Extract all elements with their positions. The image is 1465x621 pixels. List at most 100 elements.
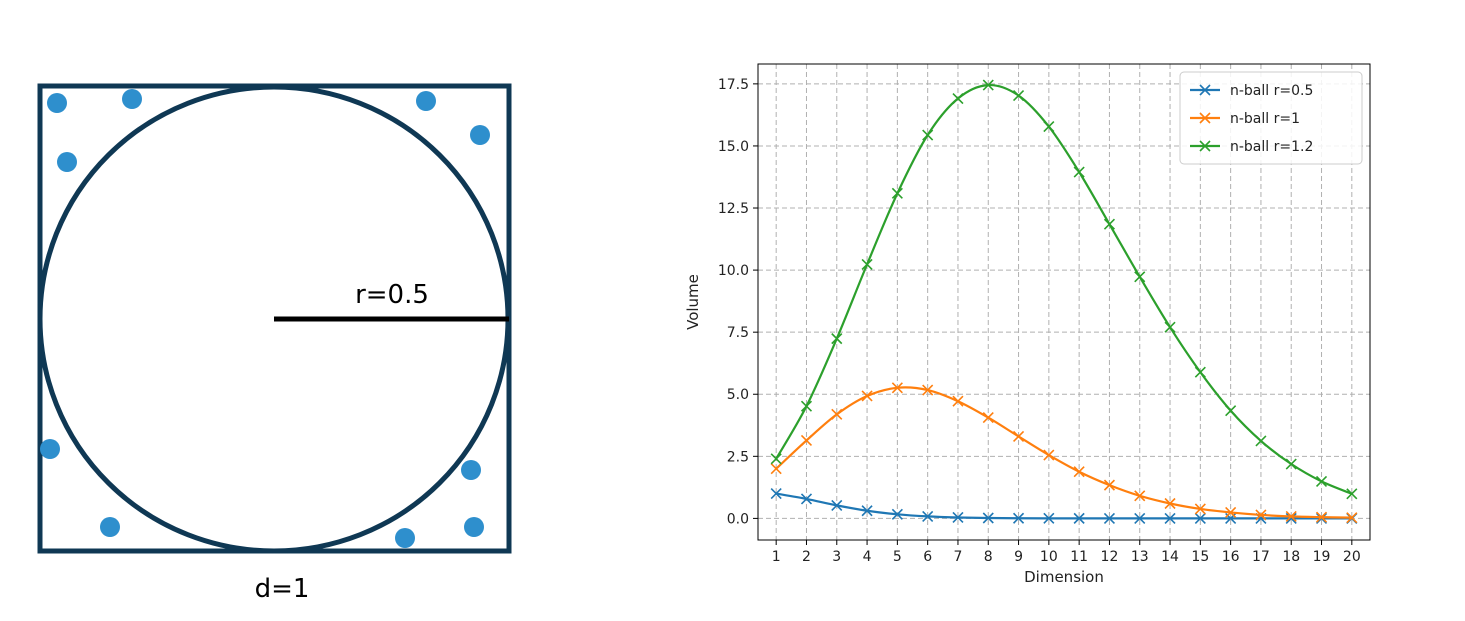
data-point-marker	[982, 512, 994, 524]
corner-point	[47, 93, 67, 113]
series-group	[770, 79, 1358, 500]
series-group	[770, 382, 1358, 524]
y-tick-label: 17.5	[718, 77, 749, 93]
corner-point	[416, 91, 436, 111]
data-point-marker	[1043, 512, 1055, 524]
x-tick-label: 2	[802, 549, 811, 565]
legend-box	[1179, 71, 1363, 165]
data-point-marker	[800, 493, 813, 505]
data-point-marker	[861, 390, 873, 402]
x-tick-label: 5	[893, 549, 902, 565]
data-point-marker	[1225, 405, 1237, 417]
legend-entry-label: n-ball r=0.5	[1230, 83, 1313, 99]
x-tick-label: 14	[1161, 549, 1179, 565]
x-tick-label: 8	[984, 549, 993, 565]
series	[770, 79, 1358, 524]
data-point-marker	[1164, 512, 1176, 524]
corner-point	[40, 439, 60, 459]
data-point-marker	[1199, 84, 1211, 96]
data-point-marker	[1225, 506, 1237, 519]
data-point-marker	[831, 499, 843, 511]
data-point-marker	[1103, 218, 1116, 230]
y-tick-label: 2.5	[727, 449, 749, 465]
y-tick-label: 5.0	[727, 387, 749, 403]
radius-label: r=0.5	[355, 280, 429, 310]
corner-point	[57, 152, 77, 172]
data-point-marker	[1285, 510, 1297, 522]
data-point-marker	[1012, 512, 1025, 524]
data-point-marker	[1194, 366, 1206, 378]
data-point-marker	[1134, 271, 1146, 283]
legend-entry-label: n-ball r=1	[1230, 111, 1300, 127]
data-point-marker	[1255, 435, 1267, 447]
data-point-marker	[1073, 512, 1085, 524]
x-tick-label: 10	[1040, 549, 1058, 565]
data-point-marker	[1285, 512, 1297, 524]
data-point-marker	[982, 412, 994, 424]
legend: n-ball r=0.5 n-ball r=1 n-ball r=1.2	[1179, 71, 1363, 165]
corner-point	[395, 528, 415, 548]
volume-chart: 1 2 3 4 5 6 7 8 9 10 11 12 13 14 15 16 17 18 19 200.02.55.0…	[684, 63, 1371, 586]
corner-point	[122, 89, 142, 109]
data-point-marker	[952, 395, 964, 407]
corner-points	[40, 89, 490, 548]
data-point-marker	[891, 508, 903, 520]
data-point-marker	[1199, 112, 1211, 124]
x-tick-label: 13	[1131, 549, 1149, 565]
data-point-marker	[1043, 121, 1055, 133]
data-point-marker	[1103, 479, 1116, 491]
legend-entry-label: n-ball r=1.2	[1230, 139, 1313, 155]
x-tick-label: 12	[1101, 549, 1119, 565]
data-point-marker	[891, 187, 903, 199]
x-tick-label: 6	[923, 549, 932, 565]
data-point-marker	[1134, 490, 1146, 502]
data-point-marker	[1315, 512, 1328, 524]
x-tick-label: 9	[1014, 549, 1023, 565]
data-point-marker	[1073, 166, 1085, 178]
data-point-marker	[770, 488, 782, 500]
x-tick-label: 7	[953, 549, 962, 565]
data-point-marker	[861, 258, 873, 270]
data-point-marker	[952, 511, 964, 524]
x-tick-label: 3	[832, 549, 841, 565]
x-tick-label: 20	[1343, 549, 1361, 565]
plot-frame	[757, 63, 1371, 541]
data-point-marker	[922, 384, 934, 396]
data-point-marker	[1012, 430, 1025, 443]
data-point-marker	[800, 400, 813, 412]
data-point-marker	[831, 408, 843, 420]
corner-point	[464, 517, 484, 537]
data-point-marker	[1315, 475, 1328, 487]
data-point-marker	[1255, 509, 1267, 521]
data-point-marker	[861, 505, 873, 517]
y-tick-label: 12.5	[718, 201, 749, 217]
data-point-marker	[1346, 488, 1358, 500]
x-tick-label: 16	[1222, 549, 1240, 565]
series-group	[770, 488, 1358, 524]
data-point-marker	[1073, 466, 1085, 478]
data-point-marker	[1103, 512, 1116, 524]
axes: 1 2 3 4 5 6 7 8 9 10 11 12 13 14 15 16 17 18 19 200.02.55.0…	[718, 77, 1361, 565]
data-point-marker	[1164, 321, 1176, 333]
corner-point	[100, 517, 120, 537]
x-tick-label: 15	[1191, 549, 1209, 565]
data-point-marker	[800, 434, 813, 446]
corner-point	[461, 460, 481, 480]
x-axis-label: Dimension	[1024, 568, 1104, 586]
data-point-marker	[1194, 503, 1206, 515]
data-point-marker	[1315, 511, 1328, 523]
x-tick-label: 4	[863, 549, 872, 565]
grid	[758, 64, 1370, 540]
data-point-marker	[1194, 512, 1206, 524]
data-point-marker	[982, 79, 994, 91]
data-point-marker	[1164, 497, 1176, 510]
data-point-marker	[770, 453, 782, 465]
x-tick-label: 11	[1070, 549, 1088, 565]
y-tick-label: 10.0	[718, 263, 749, 279]
data-point-marker	[922, 510, 934, 522]
data-point-marker	[1012, 89, 1025, 102]
data-point-marker	[952, 92, 964, 105]
x-tick-label: 1	[772, 549, 781, 565]
n-ball-diagram: r=0.5 d=1	[37, 83, 512, 604]
x-tick-label: 19	[1313, 549, 1331, 565]
